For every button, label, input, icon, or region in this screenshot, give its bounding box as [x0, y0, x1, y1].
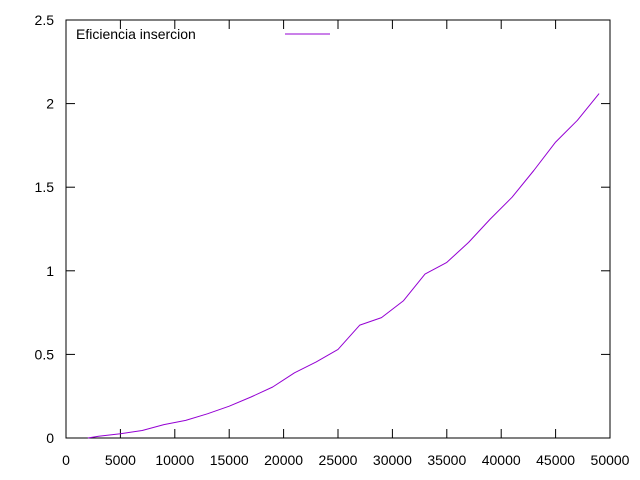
x-tick-label: 40000 [482, 452, 521, 468]
x-tick-label: 25000 [319, 452, 358, 468]
series-line [87, 93, 600, 439]
y-axis: 0 0.5 1 1.5 2 2.5 [35, 12, 610, 446]
x-tick-label: 45000 [536, 452, 575, 468]
plot-area-border [65, 19, 611, 439]
y-tick-label: 2.5 [35, 12, 55, 28]
x-tick-label: 20000 [264, 452, 303, 468]
x-tick-label: 15000 [210, 452, 249, 468]
legend-label: Eficiencia insercion [76, 26, 196, 42]
x-tick-label: 30000 [373, 452, 412, 468]
y-tick-label: 0 [46, 430, 54, 446]
x-tick-label: 0 [62, 452, 70, 468]
legend: Eficiencia insercion [76, 26, 330, 42]
x-tick-label: 10000 [155, 452, 194, 468]
x-tick-label: 35000 [427, 452, 466, 468]
x-axis: 0 5000 10000 15000 20000 25000 30000 35000 40000… [62, 20, 630, 468]
x-tick-label: 50000 [591, 452, 630, 468]
y-tick-label: 1.5 [35, 179, 55, 195]
x-tick-label: 5000 [105, 452, 136, 468]
series-layer [87, 93, 600, 439]
y-tick-label: 1 [46, 263, 54, 279]
y-tick-label: 2 [46, 96, 54, 112]
y-tick-label: 0.5 [35, 346, 55, 362]
